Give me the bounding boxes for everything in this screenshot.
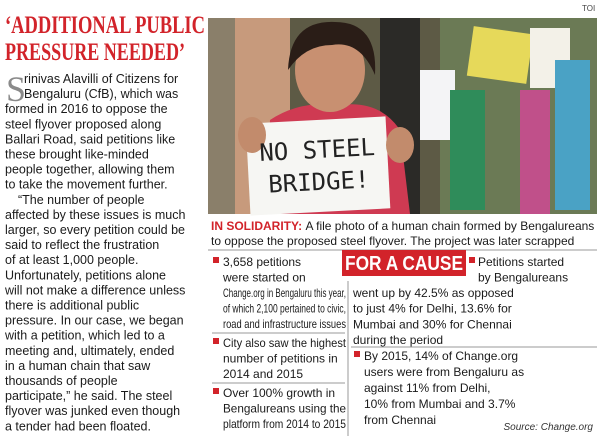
article-line: with a petition, which led to a <box>4 329 165 343</box>
photo <box>208 18 597 216</box>
headline: PRESSURE NEEDED’ <box>5 39 185 66</box>
article-line: larger, so every petition could be <box>5 223 185 237</box>
caption-text: A file photo of a human chain formed by … <box>305 219 594 233</box>
bullet-line: 10% from Mumbai and 3.7% <box>364 397 516 411</box>
drop-cap: S <box>6 69 26 109</box>
article-line: meeting and, ultimately, ended <box>5 344 174 358</box>
bullet-square <box>354 351 360 357</box>
caption-lead: IN SOLIDARITY: <box>211 219 302 233</box>
article-line: formed in 2016 to oppose the <box>5 102 168 116</box>
sign-text: NO STEEL <box>259 133 376 167</box>
article-line: rinivas Alavilli of Citizens for <box>24 72 178 86</box>
caption-line: to oppose the proposed steel flyover. Th… <box>211 234 574 248</box>
article-line: Bengaluru (CfB), which was <box>24 87 178 101</box>
bullet-line: were started on <box>222 271 306 285</box>
article-line: these brought like-minded <box>5 148 149 162</box>
bullet-line: users were from Bengaluru as <box>364 365 524 379</box>
article-line: in a human chain that saw <box>5 359 151 373</box>
bullet-line: went up by 42.5% as opposed <box>352 286 514 300</box>
article-line: steel flyover proposed along <box>5 117 161 131</box>
article-line: people together, allowing them <box>5 163 175 177</box>
banner-title: FOR A CAUSE <box>345 253 463 275</box>
bullet-square <box>469 257 475 263</box>
caption-line: IN SOLIDARITY: A file photo of a human c… <box>211 219 594 233</box>
article-line: to take the movement further. <box>5 178 168 192</box>
bullet-line: to just 4% for Delhi, 13.6% for <box>353 302 512 316</box>
headline: ‘ADDITIONAL PUBLIC <box>5 12 205 39</box>
bullet-line: by Bengalureans <box>478 271 568 285</box>
bullet-line: 2014 and 2015 <box>223 367 303 381</box>
bullet-line: of which 2,100 pertained to civic, <box>223 302 346 316</box>
bullet-line: Petitions started <box>478 255 564 269</box>
bullet-square <box>213 388 219 394</box>
bullet-square <box>213 338 219 344</box>
article-line: Unfortunately, petitions alone <box>5 268 166 282</box>
article-line: will not make a difference unless <box>4 283 185 297</box>
article-line: of at least 1,000 people. <box>5 253 138 267</box>
banner <box>342 250 466 276</box>
bullet-line: Bengalureans using the <box>223 402 346 416</box>
source-label: TOI <box>582 4 595 13</box>
bullet-line: Over 100% growth in <box>223 386 335 400</box>
bullet-line: platform from 2014 to 2015 <box>223 417 346 431</box>
article-line: Ballari Road, said petitions like <box>5 132 175 146</box>
bullet-line: Mumbai and 30% for Chennai <box>353 317 512 331</box>
article-line: there is additional public <box>5 299 139 313</box>
source-credit: Source: Change.org <box>503 422 593 433</box>
bullet-line: Change.org in Bengaluru this year, <box>223 286 346 300</box>
sign-text: BRIDGE! <box>268 165 370 198</box>
article-line: “The number of people <box>18 193 145 207</box>
bullet-line: 3,658 petitions <box>223 255 301 269</box>
article-line: said to reflect the frustration <box>5 238 159 252</box>
caption-text: to oppose the proposed steel flyover. Th… <box>211 234 574 248</box>
article-line: thousands of people <box>5 374 118 388</box>
bullet-line: during the period <box>353 333 443 347</box>
article-line: pressure. In our case, we began <box>5 314 184 328</box>
bullet-line: number of petitions in <box>223 352 338 366</box>
bullet-line: road and infrastructure issues <box>223 317 346 331</box>
article-line: flyover was junked even though <box>5 404 180 418</box>
article-line: a tender had been floated. <box>5 419 151 433</box>
bullet-line: City also saw the highest <box>223 336 347 350</box>
article-line: participate,” he said. The steel <box>5 389 172 403</box>
bullet-line: from Chennai <box>364 413 436 427</box>
bullet-line: By 2015, 14% of Change.org <box>364 349 518 363</box>
bullet-line: against 11% from Delhi, <box>364 381 491 395</box>
article-line: affected by these issues is much <box>5 208 185 222</box>
bullet-square <box>213 257 219 263</box>
